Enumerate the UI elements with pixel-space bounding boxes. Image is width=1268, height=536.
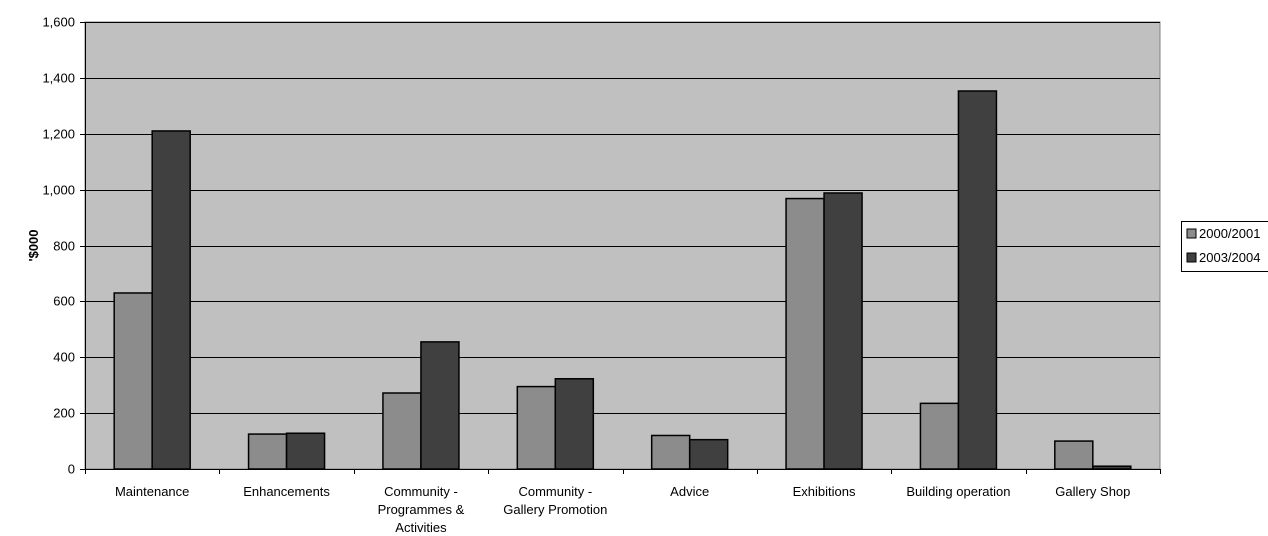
- x-tick-label: Community -: [518, 484, 592, 499]
- y-tick-label: 600: [53, 294, 75, 309]
- x-tick-label: Enhancements: [243, 484, 330, 499]
- bar-2000-2001: [919, 402, 960, 470]
- bar-2003-2004: [420, 341, 460, 470]
- x-tick-label: Gallery Promotion: [503, 502, 607, 517]
- legend-label: 2000/2001: [1199, 226, 1260, 241]
- bar-2003-2004: [554, 378, 595, 470]
- y-tick-label: 800: [53, 239, 75, 254]
- y-tick-label: 0: [68, 462, 75, 477]
- bar-2003-2004: [1092, 465, 1132, 470]
- y-tick-label: 1,600: [42, 15, 75, 30]
- bar-2000-2001: [1054, 440, 1094, 470]
- y-axis-label: '$000: [26, 229, 41, 261]
- x-tick-label: Advice: [670, 484, 709, 499]
- bar-2003-2004: [285, 432, 326, 470]
- y-tick-label: 200: [53, 406, 75, 421]
- x-tick-label: Activities: [395, 520, 447, 535]
- bar-2000-2001: [516, 385, 557, 470]
- bar-2003-2004: [957, 90, 998, 470]
- bar-2003-2004: [151, 130, 191, 470]
- plot-area: [84, 21, 1161, 470]
- bar-2000-2001: [785, 197, 825, 470]
- bar-2000-2001: [113, 292, 153, 470]
- legend-label: 2003/2004: [1199, 250, 1260, 265]
- x-tick-label: Programmes &: [378, 502, 465, 517]
- legend-swatch: [1186, 252, 1197, 263]
- bar-2000-2001: [650, 434, 691, 470]
- y-tick-label: 1,200: [42, 127, 75, 142]
- x-tick-label: Maintenance: [115, 484, 189, 499]
- y-tick-label: 1,000: [42, 183, 75, 198]
- bar-2000-2001: [382, 392, 422, 470]
- y-tick-label: 1,400: [42, 71, 75, 86]
- x-tick-label: Community -: [384, 484, 458, 499]
- bar-2003-2004: [688, 438, 729, 470]
- x-tick-label: Exhibitions: [793, 484, 856, 499]
- y-tick-label: 400: [53, 350, 75, 365]
- x-tick-label: Building operation: [906, 484, 1010, 499]
- x-tick-label: Gallery Shop: [1055, 484, 1130, 499]
- bar-2000-2001: [247, 433, 288, 470]
- bar-2003-2004: [823, 192, 863, 470]
- legend-swatch: [1186, 228, 1197, 239]
